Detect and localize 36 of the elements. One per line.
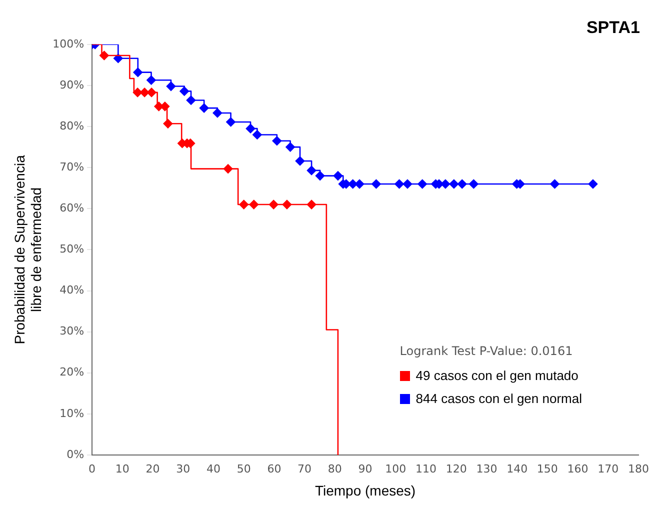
x-tick-label: 140 xyxy=(506,462,528,476)
y-tick-label: 100% xyxy=(52,37,84,50)
chart-title: SPTA1 xyxy=(586,18,640,37)
y-tick-label: 60% xyxy=(60,202,84,214)
x-tick-label: 120 xyxy=(446,462,467,476)
x-tick-label: 80 xyxy=(328,462,342,476)
y-tick-label: 40% xyxy=(60,284,84,297)
x-tick-label: 170 xyxy=(598,462,619,476)
x-tick-label: 20 xyxy=(146,462,160,476)
y-tick-label: 90% xyxy=(60,78,84,92)
x-tick-label: 180 xyxy=(628,462,649,476)
y-tick-label: 0% xyxy=(66,448,84,461)
y-axis-title: Probabilidad de Supervivencia libre de enfermedad xyxy=(11,154,44,344)
annotation: Logrank Test P-Value: 0.0161 xyxy=(400,344,574,358)
x-tick-label: 50 xyxy=(236,462,251,476)
x-axis-title: Tiempo (meses) xyxy=(314,482,416,498)
x-tick-label: 100 xyxy=(385,462,406,476)
y-tick-label: 70% xyxy=(60,160,84,174)
x-tick-label: 0 xyxy=(88,462,96,476)
legend-label: 844 casos con el gen normal xyxy=(416,391,582,406)
x-tick-label: 60 xyxy=(267,462,282,476)
legend-label: 49 casos con el gen mutado xyxy=(416,368,578,383)
x-tick-label: 70 xyxy=(298,462,312,476)
y-tick-label: 10% xyxy=(60,406,84,420)
y-tick-label: 80% xyxy=(60,119,84,132)
y-tick-label: 20% xyxy=(60,366,84,379)
x-tick-label: 90 xyxy=(358,462,372,476)
x-tick-label: 160 xyxy=(567,462,588,476)
x-tick-label: 40 xyxy=(206,462,220,476)
x-tick-label: 130 xyxy=(476,462,498,476)
x-tick-label: 150 xyxy=(536,462,558,476)
x-tick-label: 110 xyxy=(415,462,436,476)
y-tick-label: 30% xyxy=(60,324,84,338)
y-tick-label: 50% xyxy=(60,242,84,256)
x-tick-label: 10 xyxy=(115,462,130,476)
x-tick-label: 30 xyxy=(176,462,190,476)
